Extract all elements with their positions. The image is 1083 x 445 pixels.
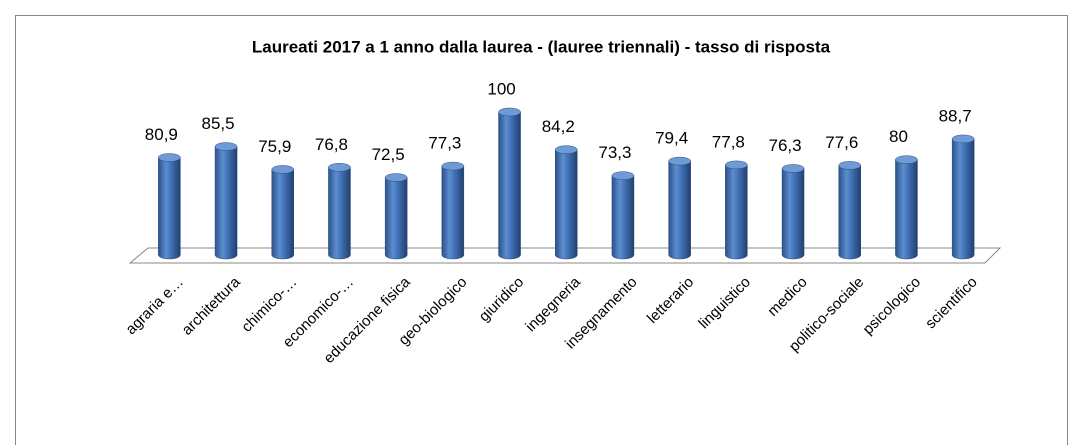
value-label: 77,3 (428, 134, 461, 153)
bar-top (611, 171, 635, 180)
value-label: 100 (487, 79, 515, 98)
value-label: 85,5 (202, 114, 235, 133)
bar-top (158, 153, 181, 162)
chart-title: Laureati 2017 a 1 anno dalla laurea - (l… (252, 37, 831, 56)
value-label: 76,8 (315, 135, 348, 154)
bar (555, 149, 578, 260)
bar (781, 168, 805, 260)
bar-top (951, 134, 975, 144)
bar (725, 164, 748, 260)
bar (158, 157, 181, 260)
value-label: 72,5 (372, 145, 405, 164)
value-label: 79,4 (655, 129, 688, 148)
bar (498, 111, 521, 260)
bar (668, 160, 691, 260)
value-label: 76,3 (769, 136, 802, 155)
value-label: 88,7 (939, 106, 972, 125)
bar (838, 165, 861, 260)
bar-top (781, 164, 805, 173)
value-label: 80,9 (145, 125, 178, 144)
value-label: 77,8 (712, 132, 745, 151)
value-label: 73,3 (598, 143, 631, 162)
value-label: 75,9 (258, 137, 291, 156)
bar-top (838, 161, 861, 170)
bar-top (328, 163, 351, 172)
value-label: 80 (889, 127, 908, 146)
bar-top (214, 142, 238, 151)
bar (951, 138, 975, 260)
bar-top (895, 155, 918, 164)
bar-top (271, 165, 294, 174)
value-label: 84,2 (542, 117, 575, 136)
chart-frame (15, 15, 1068, 445)
bar (328, 167, 351, 260)
bar (214, 146, 238, 260)
bar-top (668, 156, 691, 166)
bar (271, 169, 294, 260)
bar-top (384, 173, 408, 182)
bar (441, 165, 465, 260)
bar-top (498, 107, 521, 117)
bar (895, 159, 918, 260)
bar (384, 177, 408, 260)
bar (611, 175, 635, 260)
value-label: 77,6 (825, 133, 858, 152)
bar-top (441, 161, 465, 171)
bar-top (725, 160, 748, 170)
bar-top (555, 145, 578, 154)
